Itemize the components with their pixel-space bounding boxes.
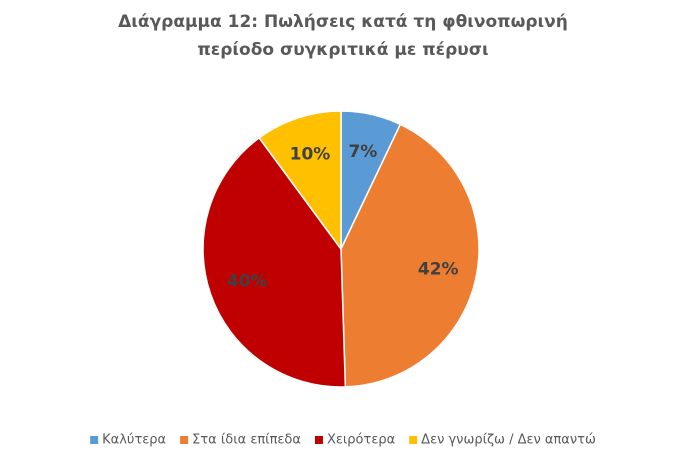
- legend-label: Καλύτερα: [102, 433, 166, 448]
- data-label: 42%: [418, 259, 459, 279]
- data-label: 7%: [348, 142, 377, 162]
- legend-label: Χειρότερα: [327, 433, 395, 448]
- legend-swatch: [409, 436, 418, 444]
- chart-title: Διάγραμμα 12: Πωλήσεις κατά τη φθινοπωρι…: [118, 12, 568, 32]
- pie-slice: [258, 110, 342, 252]
- legend-swatch: [90, 436, 99, 444]
- pie-slice: [202, 136, 347, 388]
- data-label: 40%: [227, 271, 268, 291]
- pie-slice: [340, 123, 480, 388]
- legend-swatch: [314, 436, 323, 444]
- legend-label: Στα ίδια επίπεδα: [192, 433, 301, 448]
- data-label: 10%: [290, 145, 331, 165]
- legend-label: Δεν γνωρίζω / Δεν απαντώ: [421, 433, 596, 448]
- chart-title: περίοδο συγκριτικά με πέρυσι: [197, 40, 488, 60]
- legend-swatch: [180, 436, 189, 444]
